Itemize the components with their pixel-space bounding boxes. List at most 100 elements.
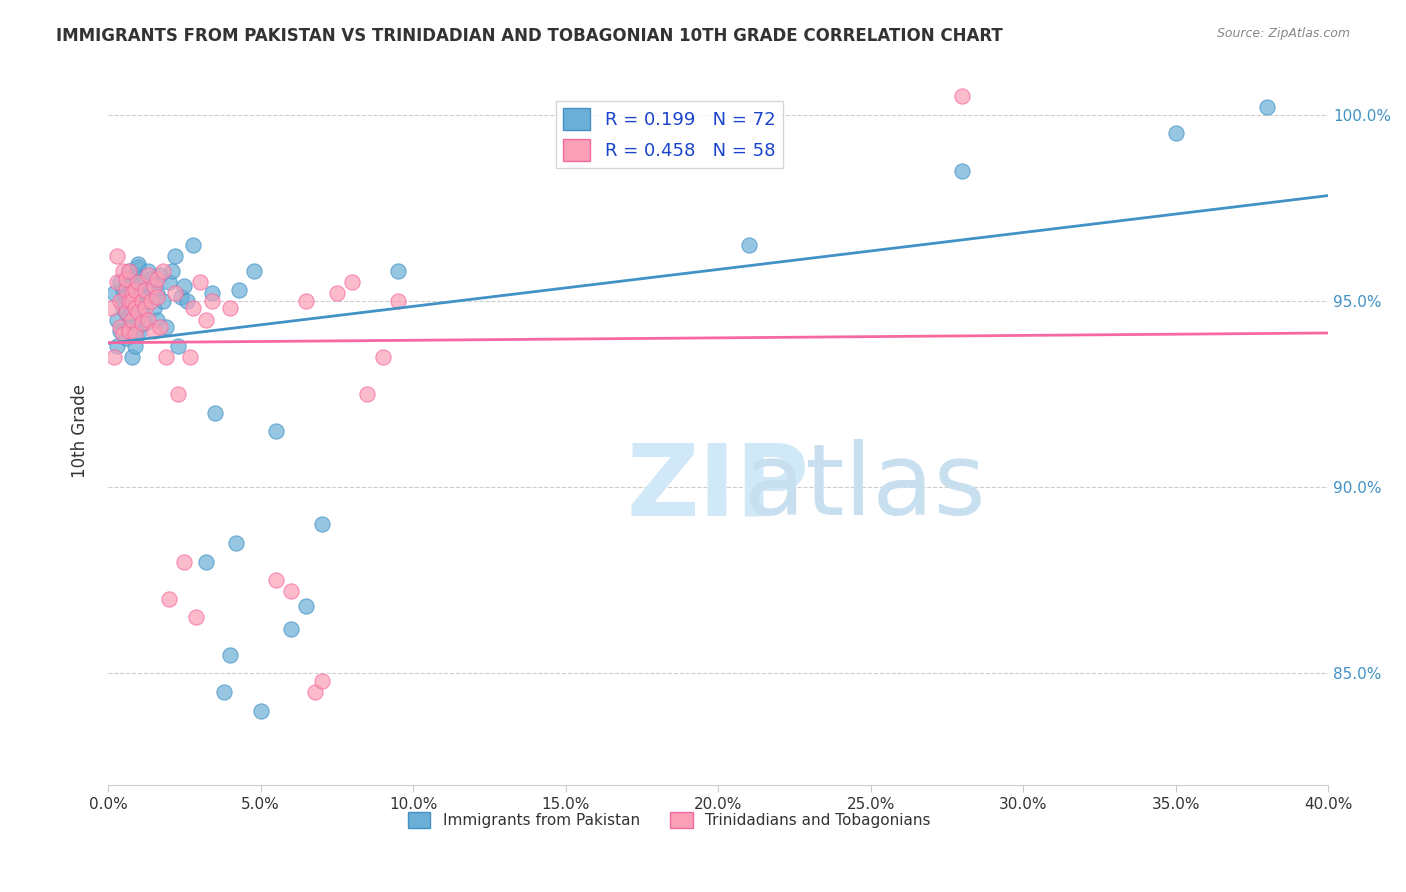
Point [105, 338, 128, 352]
Point [188, 275, 211, 289]
Point [103, 350, 125, 364]
Point [108, 320, 131, 334]
Point [118, 293, 141, 308]
Point [311, 517, 333, 532]
Text: Source: ZipAtlas.com: Source: ZipAtlas.com [1216, 27, 1350, 40]
Point [157, 591, 180, 606]
Point [134, 316, 156, 330]
Point [737, 238, 759, 252]
Point [136, 268, 159, 282]
Point [115, 290, 138, 304]
Text: ZIP: ZIP [627, 440, 810, 536]
Point [136, 312, 159, 326]
Point [142, 324, 165, 338]
Point [105, 275, 128, 289]
Point [128, 257, 150, 271]
Point [1164, 126, 1187, 140]
Point [118, 286, 141, 301]
Point [105, 249, 128, 263]
Point [105, 312, 128, 326]
Point [201, 286, 224, 301]
Point [118, 320, 141, 334]
Point [139, 271, 162, 285]
Point [124, 298, 146, 312]
Point [142, 301, 165, 316]
Point [950, 89, 973, 103]
Point [112, 283, 135, 297]
Point [142, 279, 165, 293]
Point [311, 673, 333, 688]
Point [118, 324, 141, 338]
Point [128, 305, 150, 319]
Point [131, 283, 153, 297]
Point [121, 290, 143, 304]
Point [201, 293, 224, 308]
Point [131, 305, 153, 319]
Point [950, 163, 973, 178]
Point [204, 406, 226, 420]
Point [121, 271, 143, 285]
Point [115, 305, 138, 319]
Point [295, 293, 318, 308]
Point [115, 279, 138, 293]
Text: IMMIGRANTS FROM PAKISTAN VS TRINIDADIAN AND TOBAGONIAN 10TH GRADE CORRELATION CH: IMMIGRANTS FROM PAKISTAN VS TRINIDADIAN … [56, 27, 1002, 45]
Point [115, 283, 138, 297]
Point [173, 279, 195, 293]
Point [167, 338, 190, 352]
Point [131, 316, 153, 330]
Point [160, 264, 183, 278]
Point [124, 338, 146, 352]
Point [280, 622, 302, 636]
Point [112, 293, 135, 308]
Point [146, 286, 169, 301]
Point [340, 275, 363, 289]
Point [165, 286, 187, 301]
Point [264, 424, 287, 438]
Point [124, 283, 146, 297]
Point [139, 293, 162, 308]
Point [118, 309, 141, 323]
Point [142, 283, 165, 297]
Point [128, 286, 150, 301]
Point [121, 293, 143, 308]
Point [128, 327, 150, 342]
Point [121, 286, 143, 301]
Point [183, 301, 205, 316]
Point [243, 264, 266, 278]
Point [112, 301, 135, 316]
Point [179, 350, 201, 364]
Point [167, 387, 190, 401]
Point [134, 293, 156, 308]
Point [115, 271, 138, 285]
Point [149, 320, 172, 334]
Point [128, 275, 150, 289]
Point [173, 555, 195, 569]
Point [146, 290, 169, 304]
Point [112, 264, 135, 278]
Point [131, 275, 153, 289]
Point [326, 286, 349, 301]
Point [149, 268, 172, 282]
Point [170, 290, 193, 304]
Y-axis label: 10th Grade: 10th Grade [72, 384, 89, 478]
Point [155, 320, 177, 334]
Point [134, 301, 156, 316]
Point [118, 264, 141, 278]
Legend: Immigrants from Pakistan, Trinidadians and Tobagonians: Immigrants from Pakistan, Trinidadians a… [402, 805, 936, 834]
Point [146, 312, 169, 326]
Point [134, 283, 156, 297]
Point [228, 283, 250, 297]
Point [121, 312, 143, 326]
Point [115, 331, 138, 345]
Point [194, 555, 217, 569]
Point [108, 324, 131, 338]
Point [152, 293, 174, 308]
Point [295, 599, 318, 614]
Point [108, 275, 131, 289]
Point [1256, 100, 1278, 114]
Point [194, 312, 217, 326]
Point [280, 584, 302, 599]
Point [165, 249, 187, 263]
Point [136, 264, 159, 278]
Point [219, 648, 242, 662]
